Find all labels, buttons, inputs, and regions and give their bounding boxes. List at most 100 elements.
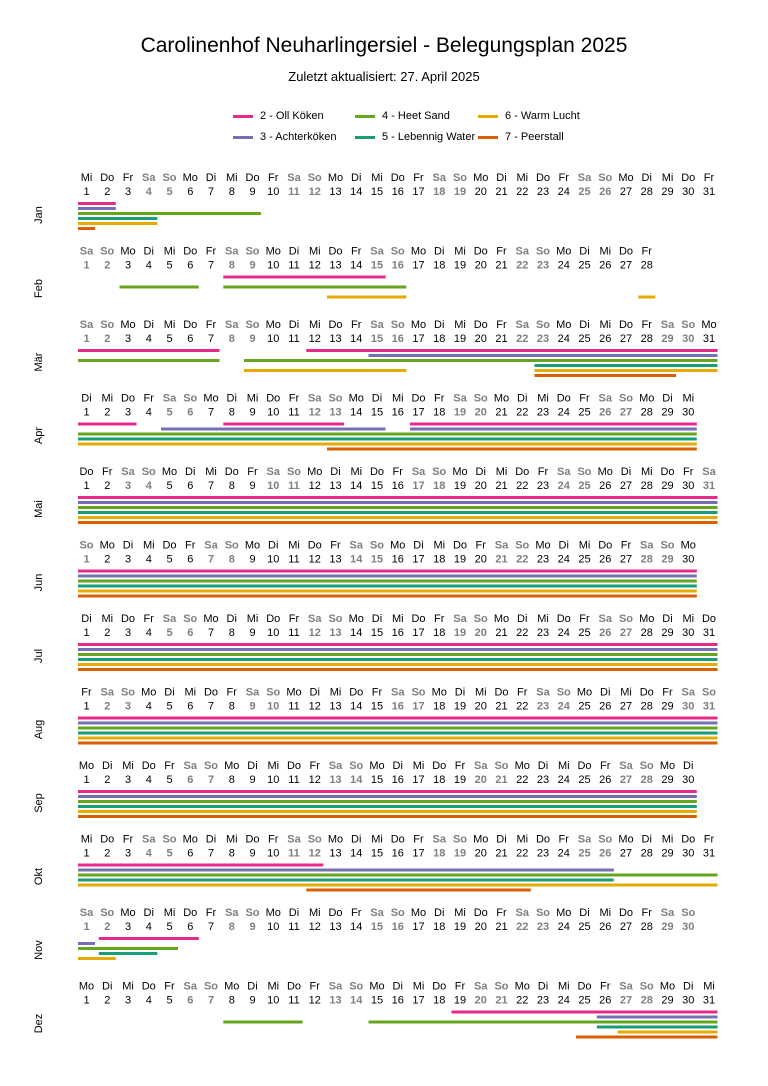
- weekday-label: Fr: [330, 540, 341, 552]
- day-label: 5: [166, 701, 172, 713]
- weekday-label: Do: [287, 760, 301, 772]
- day-label: 28: [641, 260, 653, 272]
- day-label: 31: [703, 995, 715, 1007]
- day-label: 23: [537, 260, 549, 272]
- weekday-label: Do: [245, 834, 259, 846]
- day-label: 5: [166, 995, 172, 1007]
- weekday-label: Fr: [351, 319, 362, 331]
- day-label: 3: [125, 701, 131, 713]
- day-label: 30: [682, 480, 694, 492]
- weekday-label: Sa: [495, 540, 509, 552]
- weekday-label: So: [557, 687, 571, 699]
- weekday-label: So: [640, 981, 654, 993]
- day-label: 31: [703, 848, 715, 860]
- weekday-label: Do: [328, 246, 342, 258]
- weekday-label: Sa: [287, 172, 301, 184]
- day-label: 22: [516, 407, 528, 419]
- weekday-label: Fr: [579, 393, 590, 405]
- booking-bar: [638, 295, 656, 299]
- day-label: 12: [309, 407, 321, 419]
- weekday-label: Mi: [101, 393, 113, 405]
- weekday-label: Do: [183, 246, 197, 258]
- weekday-label: So: [100, 246, 114, 258]
- day-label: 24: [558, 186, 570, 198]
- weekday-label: Mi: [309, 319, 321, 331]
- weekday-label: Di: [683, 981, 693, 993]
- weekday-label: Di: [289, 246, 299, 258]
- day-label: 27: [620, 333, 632, 345]
- day-label: 12: [309, 921, 321, 933]
- weekday-label: Fr: [372, 687, 383, 699]
- chart-subtitle: Zuletzt aktualisiert: 27. April 2025: [288, 69, 480, 84]
- weekday-label: Di: [579, 319, 589, 331]
- chart-title: Carolinenhof Neuharlingersiel - Belegung…: [140, 34, 628, 57]
- weekday-label: Do: [162, 540, 176, 552]
- day-label: 22: [516, 480, 528, 492]
- day-label: 11: [288, 480, 300, 492]
- day-label: 20: [475, 333, 487, 345]
- weekday-label: Do: [100, 172, 114, 184]
- day-label: 28: [641, 921, 653, 933]
- day-label: 2: [104, 701, 110, 713]
- weekday-label: Sa: [225, 246, 239, 258]
- legend-label: 6 - Warm Lucht: [505, 110, 580, 122]
- weekday-label: So: [183, 613, 197, 625]
- weekday-label: Do: [702, 613, 716, 625]
- booking-bar: [244, 369, 407, 372]
- day-label: 12: [309, 333, 321, 345]
- weekday-label: Fr: [642, 907, 653, 919]
- day-label: 7: [208, 848, 214, 860]
- day-label: 26: [599, 333, 611, 345]
- weekday-label: Mi: [122, 760, 134, 772]
- weekday-label: Fr: [206, 907, 217, 919]
- day-label: 9: [249, 921, 255, 933]
- day-label: 24: [558, 995, 570, 1007]
- day-label: 16: [392, 848, 404, 860]
- day-label: 21: [495, 554, 507, 566]
- weekday-label: Fr: [310, 981, 321, 993]
- weekday-label: Sa: [599, 393, 613, 405]
- weekday-label: Mo: [701, 319, 716, 331]
- booking-bar: [78, 521, 718, 524]
- weekday-label: Di: [289, 319, 299, 331]
- month-label: Mai: [33, 500, 45, 518]
- month-label: Jan: [33, 206, 45, 224]
- weekday-label: Fr: [206, 319, 217, 331]
- weekday-label: Do: [411, 613, 425, 625]
- weekday-label: Mo: [183, 172, 198, 184]
- weekday-label: Mo: [183, 834, 198, 846]
- booking-bar: [617, 1030, 718, 1034]
- weekday-label: Sa: [184, 760, 198, 772]
- weekday-label: Fr: [704, 172, 715, 184]
- weekday-label: Di: [268, 540, 278, 552]
- booking-bar: [78, 643, 718, 646]
- day-label: 26: [599, 701, 611, 713]
- day-label: 22: [516, 260, 528, 272]
- day-label: 26: [599, 921, 611, 933]
- weekday-label: So: [328, 613, 342, 625]
- weekday-label: So: [162, 172, 176, 184]
- weekday-label: Mo: [120, 907, 135, 919]
- weekday-label: Di: [144, 246, 154, 258]
- day-label: 12: [309, 995, 321, 1007]
- day-label: 19: [454, 260, 466, 272]
- day-label: 26: [599, 774, 611, 786]
- day-label: 19: [454, 407, 466, 419]
- day-label: 20: [475, 554, 487, 566]
- day-label: 1: [83, 333, 89, 345]
- day-label: 3: [125, 848, 131, 860]
- weekday-label: Fr: [704, 834, 715, 846]
- day-label: 6: [187, 260, 193, 272]
- day-label: 25: [578, 260, 590, 272]
- day-label: 8: [229, 774, 235, 786]
- day-label: 1: [83, 701, 89, 713]
- day-label: 23: [537, 186, 549, 198]
- weekday-label: Fr: [538, 466, 549, 478]
- booking-bar: [327, 295, 407, 299]
- day-label: 7: [208, 260, 214, 272]
- booking-bar: [78, 574, 697, 578]
- day-label: 31: [703, 333, 715, 345]
- weekday-label: Fr: [247, 466, 258, 478]
- day-label: 24: [558, 848, 570, 860]
- month-label: Dez: [33, 1014, 45, 1034]
